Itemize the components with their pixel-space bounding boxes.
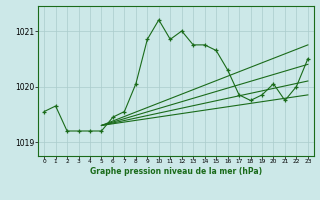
X-axis label: Graphe pression niveau de la mer (hPa): Graphe pression niveau de la mer (hPa) (90, 167, 262, 176)
